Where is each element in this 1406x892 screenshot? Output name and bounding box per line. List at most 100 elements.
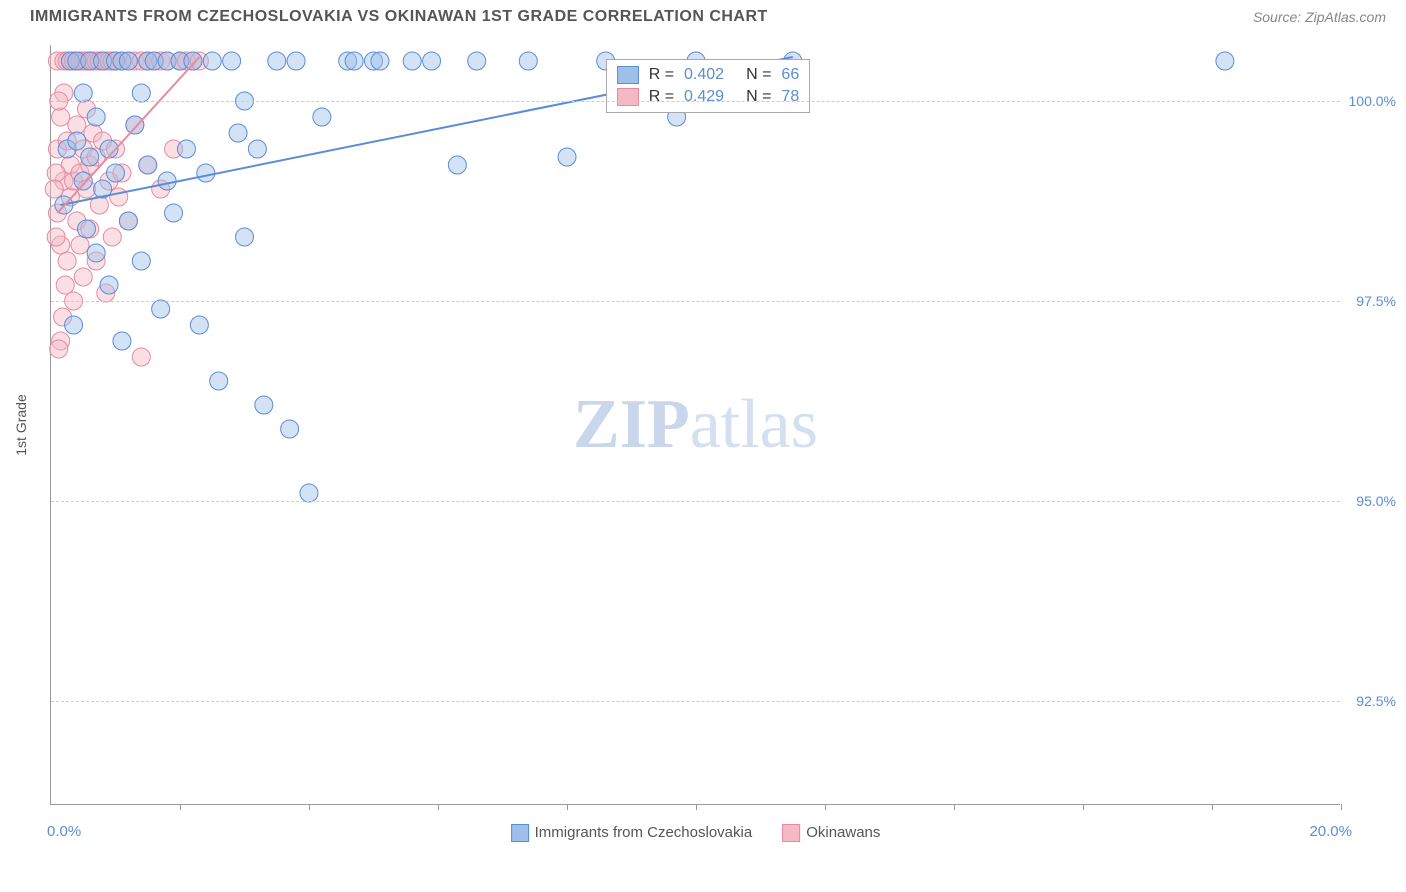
legend-label: Immigrants from Czechoslovakia [535,824,753,841]
data-point [403,52,421,70]
y-axis-title: 1st Grade [13,394,29,455]
data-point [287,52,305,70]
gridline-horizontal [51,701,1340,702]
data-point [177,140,195,158]
gridline-horizontal [51,501,1340,502]
bottom-legend: Immigrants from Czechoslovakia Okinawans [511,824,881,842]
data-point [300,484,318,502]
data-point [87,244,105,262]
data-point [313,108,331,126]
x-tick [309,804,310,810]
x-tick [1212,804,1213,810]
data-point [1216,52,1234,70]
bottom-legend-item: Immigrants from Czechoslovakia [511,824,753,842]
data-point [52,108,70,126]
data-point [77,220,95,238]
data-point [255,396,273,414]
data-point [184,52,202,70]
stat-n-value: 66 [781,66,799,84]
stats-legend: R = 0.402 N = 66 R = 0.429 N = 78 [606,59,811,113]
data-point [74,84,92,102]
stat-r-label: R = [649,66,674,84]
legend-label: Okinawans [806,824,880,841]
x-tick [954,804,955,810]
data-point [281,420,299,438]
data-point [248,140,266,158]
x-tick [438,804,439,810]
legend-swatch [782,824,800,842]
data-point [558,148,576,166]
scatter-plot-svg [51,45,1340,804]
data-point [468,52,486,70]
x-axis-min-label: 0.0% [47,823,81,840]
stat-n-label: N = [746,88,771,106]
x-tick [1083,804,1084,810]
legend-swatch [511,824,529,842]
stats-legend-row: R = 0.429 N = 78 [617,86,800,108]
data-point [87,108,105,126]
gridline-horizontal [51,301,1340,302]
source-attribution: Source: ZipAtlas.com [1253,9,1386,25]
data-point [158,172,176,190]
data-point [132,348,150,366]
data-point [103,228,121,246]
x-tick [696,804,697,810]
data-point [519,52,537,70]
y-tick-label: 100.0% [1349,93,1396,109]
gridline-horizontal [51,101,1340,102]
chart-title: IMMIGRANTS FROM CZECHOSLOVAKIA VS OKINAW… [30,8,768,26]
y-tick-label: 95.0% [1356,493,1396,509]
data-point [100,276,118,294]
bottom-legend-item: Okinawans [782,824,880,842]
data-point [50,340,68,358]
data-point [139,156,157,174]
data-point [423,52,441,70]
data-point [132,252,150,270]
data-point [448,156,466,174]
data-point [371,52,389,70]
data-point [345,52,363,70]
data-point [152,300,170,318]
x-tick [1341,804,1342,810]
data-point [229,124,247,142]
data-point [45,180,63,198]
stat-r-value: 0.429 [684,88,724,106]
data-point [68,116,86,134]
data-point [190,316,208,334]
x-tick [825,804,826,810]
data-point [68,132,86,150]
chart-plot-area: 1st Grade ZIPatlas R = 0.402N = 66R = 0.… [50,45,1340,805]
data-point [58,252,76,270]
data-point [223,52,241,70]
y-tick-label: 97.5% [1356,293,1396,309]
data-point [71,236,89,254]
stat-n-value: 78 [781,88,799,106]
data-point [74,172,92,190]
data-point [132,84,150,102]
data-point [47,228,65,246]
stat-r-value: 0.402 [684,66,724,84]
data-point [74,268,92,286]
data-point [268,52,286,70]
data-point [65,316,83,334]
data-point [126,116,144,134]
x-axis-max-label: 20.0% [1309,823,1352,840]
data-point [236,228,254,246]
stat-r-label: R = [649,88,674,106]
legend-swatch [617,66,639,84]
data-point [56,276,74,294]
data-point [119,212,137,230]
legend-swatch [617,88,639,106]
data-point [203,52,221,70]
data-point [197,164,215,182]
data-point [81,148,99,166]
x-tick [567,804,568,810]
data-point [110,188,128,206]
data-point [107,164,125,182]
data-point [119,52,137,70]
data-point [165,204,183,222]
y-tick-label: 92.5% [1356,693,1396,709]
data-point [210,372,228,390]
x-tick [180,804,181,810]
data-point [47,164,65,182]
